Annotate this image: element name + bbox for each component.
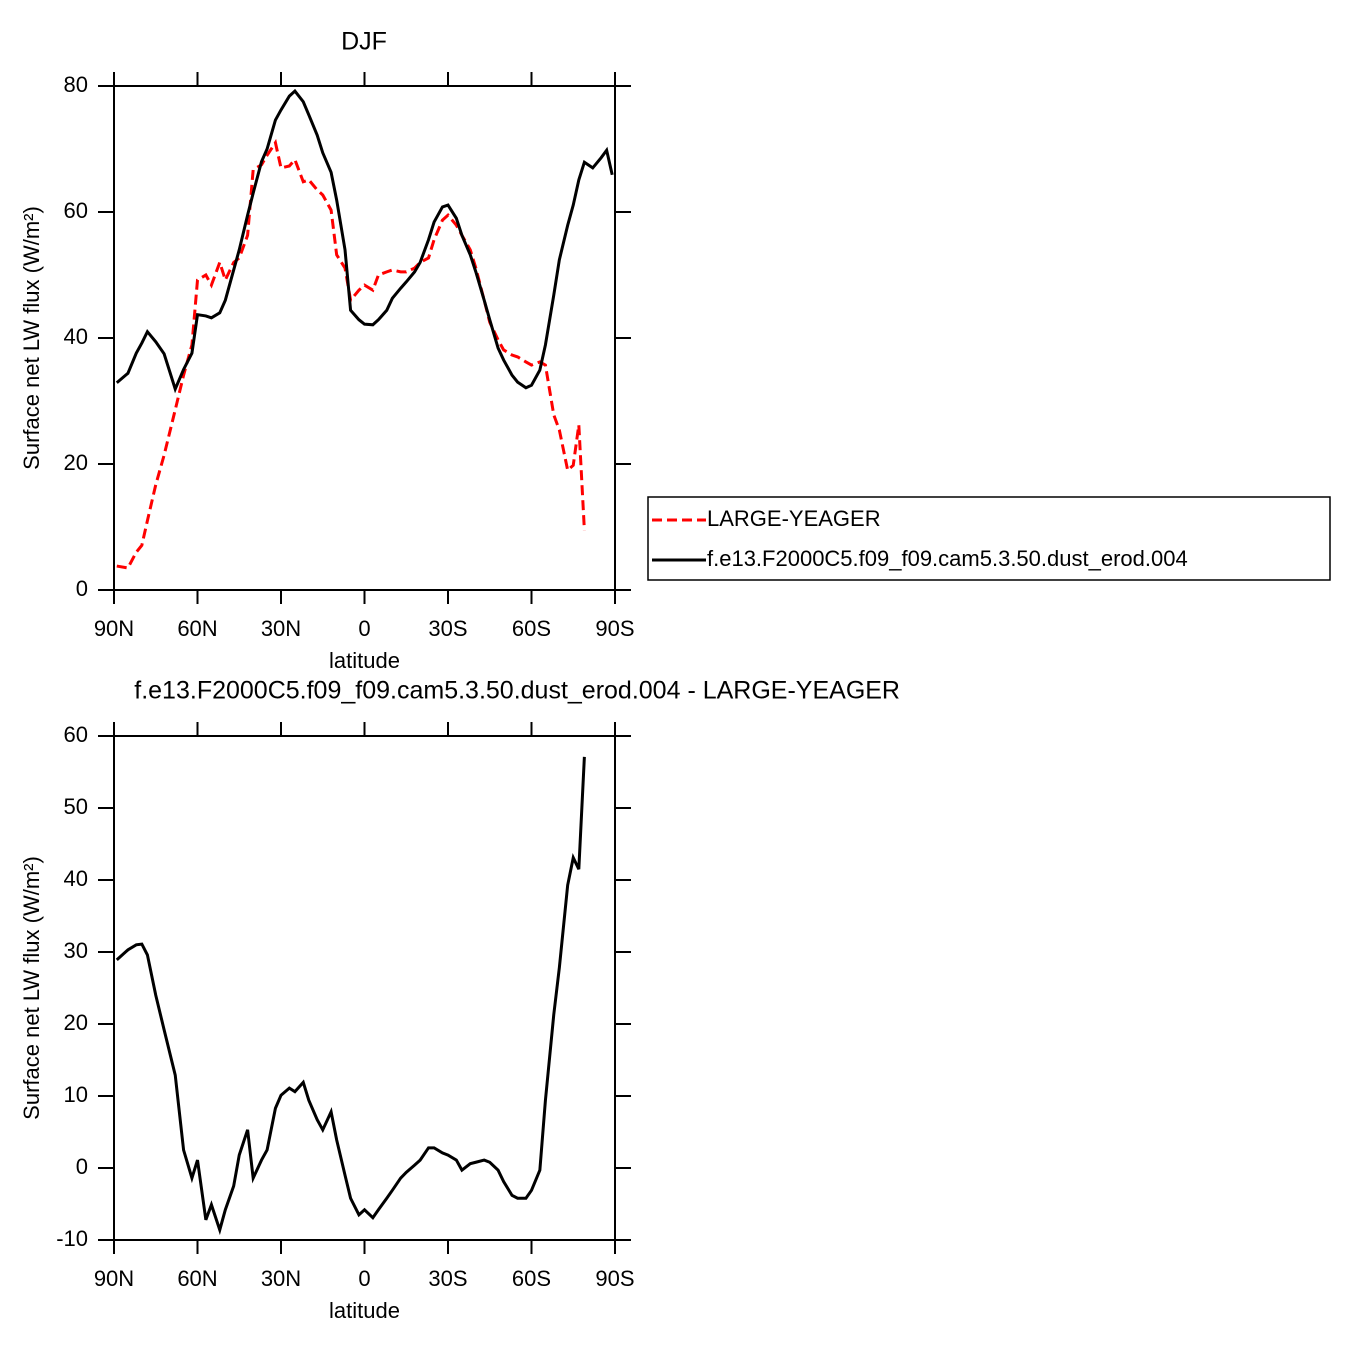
x-tick-label: 0: [358, 616, 370, 641]
y-tick-label: 10: [64, 1082, 88, 1107]
y-tick-label: 20: [64, 450, 88, 475]
y-axis-label: Surface net LW flux (W/m²): [19, 206, 44, 470]
x-tick-label: 60N: [177, 616, 217, 641]
x-tick-label: 0: [358, 1266, 370, 1291]
y-tick-label: 80: [64, 72, 88, 97]
plot-frame: [113, 85, 616, 591]
data-line: [115, 88, 614, 394]
y-tick-label: 20: [64, 1010, 88, 1035]
y-tick-label: 60: [64, 198, 88, 223]
x-axis-label: latitude: [329, 1298, 400, 1323]
x-tick-label: 90S: [595, 616, 634, 641]
x-tick-label: 30N: [261, 616, 301, 641]
x-tick-label: 60N: [177, 1266, 217, 1291]
data-line: [115, 756, 586, 1236]
y-axis-label: Surface net LW flux (W/m²): [19, 856, 44, 1120]
plot-frame: [113, 735, 616, 1241]
x-tick-label: 60S: [512, 1266, 551, 1291]
x-tick-label: 90S: [595, 1266, 634, 1291]
legend-label: f.e13.F2000C5.f09_f09.cam5.3.50.dust_ero…: [707, 546, 1188, 571]
x-tick-label: 60S: [512, 616, 551, 641]
y-tick-label: 30: [64, 938, 88, 963]
y-tick-label: -10: [56, 1226, 88, 1251]
x-tick-label: 30S: [428, 1266, 467, 1291]
x-axis-label: latitude: [329, 648, 400, 673]
chart-title: DJF: [341, 28, 387, 56]
y-tick-label: 60: [64, 722, 88, 747]
y-tick-label: 0: [76, 1154, 88, 1179]
x-tick-label: 90N: [94, 1266, 134, 1291]
x-tick-label: 30S: [428, 616, 467, 641]
legend-box: [647, 496, 1331, 581]
y-tick-label: 50: [64, 794, 88, 819]
legend-label: LARGE-YEAGER: [707, 506, 881, 531]
y-tick-label: 40: [64, 324, 88, 349]
x-tick-label: 30N: [261, 1266, 301, 1291]
chart-title: f.e13.F2000C5.f09_f09.cam5.3.50.dust_ero…: [134, 677, 900, 705]
data-line: [116, 138, 586, 570]
x-tick-label: 90N: [94, 616, 134, 641]
y-tick-label: 0: [76, 576, 88, 601]
y-tick-label: 40: [64, 866, 88, 891]
